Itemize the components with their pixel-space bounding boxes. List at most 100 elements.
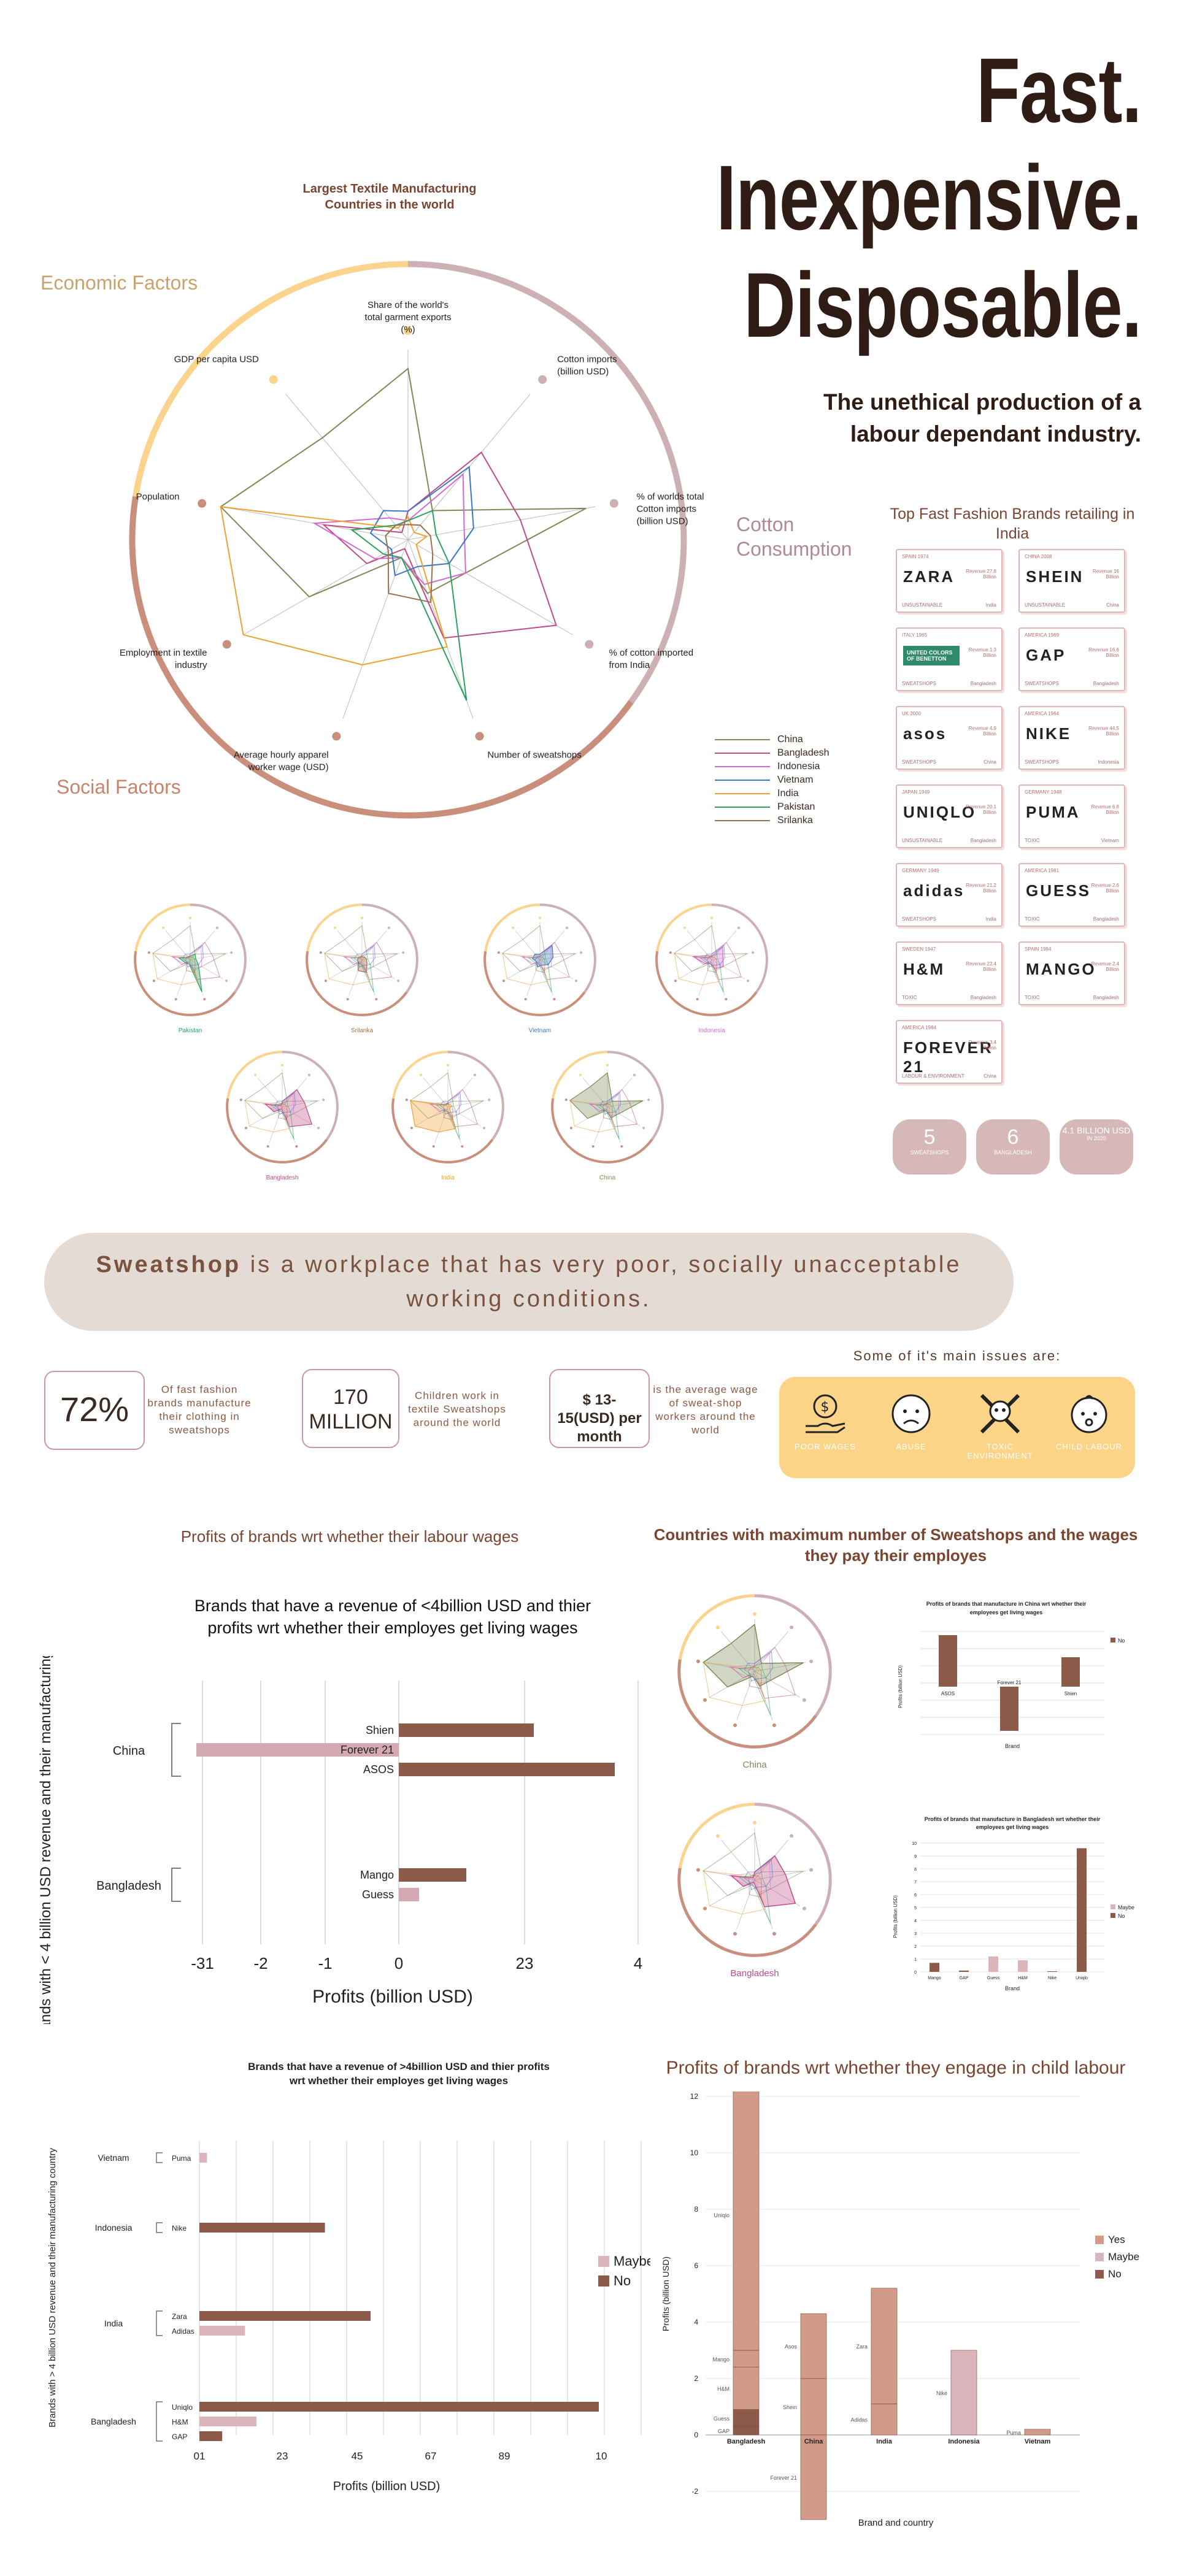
y-axis-label: Brands with > 4 billion USD revenue and … — [47, 2148, 58, 2428]
bar-label: Shien — [366, 1724, 394, 1736]
radar-spoke — [407, 506, 596, 540]
small-radar-chart — [306, 903, 418, 1016]
legend-swatch — [1095, 2236, 1104, 2244]
brand-tag: UNSUSTAINABLE — [1025, 602, 1066, 608]
radar-axis-dot — [565, 926, 568, 929]
radar-spoke — [721, 1839, 755, 1880]
radar-axis-label: from India — [609, 660, 650, 670]
bar-zara — [199, 2311, 371, 2321]
radar-spoke — [711, 953, 750, 960]
radar-series-china — [152, 925, 226, 972]
legend-label: No — [1108, 2268, 1122, 2280]
radar-series-pakistan — [699, 953, 724, 992]
bar-guess — [399, 1888, 419, 1901]
issue-poor-wages: $ POOR WAGES — [791, 1389, 859, 1451]
brand-card: ITALY 1965 UNITED COLORS OF BENETTON Reven… — [896, 627, 1003, 691]
radar-axis-label: industry — [175, 660, 207, 670]
brand-pills: 5 SWEATSHOPS 6 BANGLADESH 4.1 BILLION USD IN … — [893, 1119, 1144, 1181]
radar-ring-arc — [306, 903, 363, 952]
small-radars: Pakistan Srilanka Vietnam Indonesia Banglade… — [110, 889, 768, 1190]
radar-spoke — [282, 1106, 315, 1127]
brand-card: AMERICA 1981 GUESS Revenue 2.6 Billion TOXI… — [1018, 863, 1125, 927]
radar-spoke — [423, 1078, 448, 1108]
legend-item-vietnam: Vietnam — [715, 773, 837, 787]
group-bracket — [156, 2310, 163, 2336]
brand-country: SWEDEN 1947 — [902, 946, 936, 952]
radar-axis-dot — [266, 1145, 269, 1148]
country-radar-label: Bangladesh — [730, 1968, 779, 1979]
brand-stat-pill: 6 BANGLADESH — [976, 1119, 1050, 1175]
hero-title: Fast. Inexpensive. Disposable. — [596, 37, 1142, 359]
issue-child-labour: CHILD LABOUR — [1055, 1389, 1123, 1451]
stack-segment-adidas — [871, 2404, 898, 2436]
profits-wages-title: Profits of brands wrt whether their labo… — [180, 1527, 519, 1546]
stack-segment-hm — [733, 2367, 760, 2410]
stat-72-desc: Of fast fashion brands manufacture their… — [147, 1384, 252, 1436]
legend-label: India — [777, 788, 799, 799]
radar-axis-dot — [397, 979, 400, 983]
radar-ring-arc — [678, 1594, 755, 1660]
stack-segment-forever21 — [800, 2434, 827, 2520]
radar-spoke — [515, 930, 541, 960]
radar-series-srilanka — [185, 956, 196, 973]
radar-axis-dot — [553, 998, 556, 1001]
brand-tag: TOXIC — [1025, 838, 1040, 843]
y-tick-label: 9 — [914, 1855, 917, 1859]
radar-axis-dot — [683, 926, 687, 929]
brand-made-in: Bangladesh — [970, 838, 996, 843]
radar-spoke — [165, 930, 191, 960]
radar-axis-dot — [669, 951, 672, 954]
radar-axis-dot — [539, 916, 541, 919]
radar-series-vietnam — [182, 945, 204, 968]
radar-axis-label: (billion USD) — [636, 516, 688, 526]
brand-tag: SWEATSHOPS — [902, 759, 936, 765]
radar-spoke — [415, 1106, 448, 1127]
radar-axis-label: Number of sweatshops — [487, 749, 581, 760]
segment-label: Forever 21 — [770, 2475, 797, 2481]
radar-axis-dot — [733, 1723, 737, 1727]
radar-spoke — [709, 1879, 755, 1906]
issue-abuse: ABUSE — [877, 1389, 945, 1451]
radar-spoke — [342, 539, 409, 719]
brand-logo: NIKE — [1026, 724, 1072, 743]
chart2-title: employees get living wages — [970, 1609, 1043, 1616]
bar-forever-21 — [1000, 1687, 1018, 1731]
radar-axis-dot — [575, 979, 578, 983]
main-radar: Share of the world's total garment export… — [120, 261, 704, 819]
x-tick-label: 4 — [634, 1954, 642, 1972]
radar-axis-dot — [244, 1127, 247, 1130]
y-tick-label: 7 — [914, 1880, 917, 1885]
legend-label: Pakistan — [777, 802, 815, 812]
radar-axis-dot — [715, 1625, 720, 1630]
segment-label: Shein — [783, 2404, 797, 2410]
segment-label: Mango — [712, 2356, 730, 2363]
radar-axis-dot — [703, 1698, 707, 1702]
bar-nike — [199, 2223, 325, 2233]
brand-revenue: Revenue 3.4 Billion — [968, 1040, 996, 1051]
y-tick-label: 3 — [914, 1932, 917, 1936]
small-radar-chart — [551, 1051, 664, 1163]
radar-ring-arc — [282, 1051, 339, 1141]
radar-axis-dot — [633, 1073, 636, 1076]
radar-spoke — [539, 953, 578, 960]
small-radar-chart — [391, 1051, 504, 1163]
radar-axis-dot — [269, 375, 278, 384]
svg-text:$: $ — [821, 1400, 830, 1415]
chart3: Profits of brands that manufacture in Ba… — [893, 1816, 1134, 1991]
small-radar-bangladesh: Bangladesh — [215, 1043, 350, 1184]
brand-tag: SWEATSHOPS — [1025, 681, 1059, 686]
legend-swatch — [598, 2256, 609, 2267]
chart2-title: Profits of brands that manufacture in Ch… — [926, 1601, 1087, 1607]
radar-ring-arc — [407, 261, 687, 704]
legend-swatch — [1111, 1904, 1115, 1909]
radar-series-china — [569, 1072, 644, 1119]
bar-label: H&M — [1018, 1976, 1028, 1980]
radar-axis-dot — [524, 998, 527, 1001]
radar-axis-dot — [752, 951, 755, 954]
hero-line-disposable: Disposable. — [743, 253, 1142, 356]
radar-axis-dot — [322, 1098, 325, 1102]
x-axis-label: Brand — [1005, 1985, 1020, 1991]
radar-series-pakistan — [738, 1663, 771, 1716]
radar-spoke — [348, 959, 363, 996]
y-tick-label: 12 — [690, 2092, 699, 2101]
